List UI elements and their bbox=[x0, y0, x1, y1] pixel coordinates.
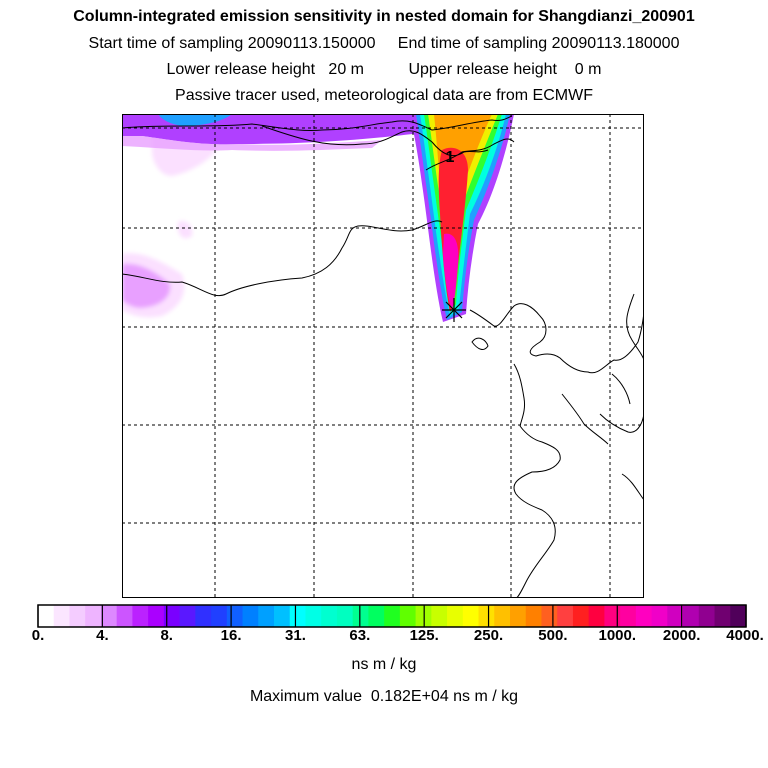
colorbar-swatch bbox=[242, 605, 259, 627]
grid-lines bbox=[122, 114, 644, 598]
colorbar-tick-label: 4000. bbox=[726, 627, 764, 644]
colorbar-swatch bbox=[368, 605, 385, 627]
colorbar-swatch bbox=[588, 605, 605, 627]
start-time-value: 20090113.150000 bbox=[247, 35, 376, 52]
colorbar-swatch bbox=[195, 605, 212, 627]
colorbar-tick-label: 250. bbox=[473, 627, 504, 644]
colorbar-swatch bbox=[572, 605, 590, 627]
sensitivity-low-patches bbox=[122, 134, 218, 318]
colorbar-tick-label: 8. bbox=[160, 627, 173, 644]
end-time-value: 20090113.180000 bbox=[551, 35, 680, 52]
colorbar-tick-label: 63. bbox=[349, 627, 371, 644]
colorbar-swatch bbox=[38, 605, 55, 627]
sensitivity-plume bbox=[410, 114, 514, 322]
colorbar-swatch bbox=[336, 605, 354, 627]
colorbar-frame bbox=[37, 604, 747, 628]
colorbar-swatch bbox=[85, 605, 102, 627]
colorbar-swatch bbox=[651, 605, 668, 627]
sensitivity-top-band bbox=[122, 114, 432, 151]
colorbar-swatch bbox=[211, 605, 228, 627]
end-time-label: End time of sampling bbox=[397, 35, 548, 52]
colorbar-swatch bbox=[604, 605, 621, 627]
colorbar-swatch bbox=[431, 605, 448, 627]
colorbar-swatch bbox=[148, 605, 165, 627]
release-heights: Lower release height 20 m Upper release … bbox=[0, 61, 768, 79]
upper-height-value: 0 m bbox=[574, 61, 602, 78]
maximum-value: Maximum value 0.182E+04 ns m / kg bbox=[0, 688, 768, 706]
colorbar-tick-label: 0. bbox=[31, 627, 45, 644]
colorbar-swatch bbox=[100, 605, 118, 627]
colorbar-swatch bbox=[163, 605, 181, 627]
release-site-marker bbox=[442, 298, 466, 322]
colorbar-tick-label: 1000. bbox=[598, 627, 637, 644]
colorbar-swatch bbox=[557, 605, 574, 627]
colorbar-swatch bbox=[384, 605, 401, 627]
sampling-times: Start time of sampling 20090113.150000 E… bbox=[0, 35, 768, 53]
colorbar-swatch bbox=[116, 605, 133, 627]
colorbar-tick-label: 125. bbox=[409, 627, 439, 644]
colorbar-swatch bbox=[258, 605, 275, 627]
colorbar-tick-label: 500. bbox=[538, 627, 568, 644]
colorbar-tick-label: 31. bbox=[285, 627, 306, 644]
max-value: 0.182E+04 ns m / kg bbox=[370, 688, 519, 705]
lower-height-value: 20 m bbox=[328, 61, 364, 78]
colorbar-swatch bbox=[541, 605, 558, 627]
colorbar-swatch bbox=[635, 605, 653, 627]
colorbar-swatch bbox=[226, 605, 244, 627]
colorbar-swatch bbox=[132, 605, 149, 627]
colorbar-swatch bbox=[321, 605, 338, 627]
map-frame bbox=[122, 114, 644, 598]
colorbar-swatch bbox=[289, 605, 307, 627]
plot-title: Column-integrated emission sensitivity i… bbox=[73, 8, 695, 25]
colorbar-tick-label: 2000. bbox=[662, 627, 701, 644]
max-label: Maximum value bbox=[249, 688, 362, 705]
colorbar-swatch bbox=[683, 605, 700, 627]
colorbar-swatch bbox=[352, 605, 369, 627]
colorbar-swatch bbox=[274, 605, 291, 627]
coastlines bbox=[122, 115, 644, 598]
colorbar-swatch bbox=[447, 605, 464, 627]
colorbar-swatch bbox=[305, 605, 322, 627]
start-time-label: Start time of sampling bbox=[88, 35, 244, 52]
colorbar-tick-labels: 0. 4. 8. 16. 31. 63. 125. 250. 500. 1000. 2000. 400… bbox=[0, 627, 768, 649]
colorbar-swatch bbox=[399, 605, 417, 627]
colorbar-swatch bbox=[478, 605, 495, 627]
colorbar-swatch bbox=[698, 605, 716, 627]
colorbar-tick-label: 16. bbox=[220, 627, 242, 644]
colorbar-swatch bbox=[53, 605, 71, 627]
tracer-note: Passive tracer used, meteorological data… bbox=[175, 87, 593, 104]
upper-height-label: Upper release height bbox=[408, 61, 557, 78]
plume-label: 1 bbox=[446, 149, 455, 166]
colorbar-swatch bbox=[714, 605, 731, 627]
colorbar-swatch bbox=[494, 605, 511, 627]
colorbar-swatch bbox=[525, 605, 543, 627]
colorbar-swatch bbox=[730, 605, 747, 627]
colorbar-units: ns m / kg bbox=[351, 656, 417, 673]
colorbar-tick-label: 4. bbox=[96, 627, 109, 644]
colorbar-swatch bbox=[510, 605, 527, 627]
colorbar-swatch bbox=[179, 605, 196, 627]
colorbar-swatch bbox=[620, 605, 637, 627]
colorbar-swatch bbox=[667, 605, 684, 627]
colorbar-swatch bbox=[462, 605, 480, 627]
colorbar-swatch bbox=[69, 605, 86, 627]
colorbar bbox=[37, 604, 747, 628]
lower-height-label: Lower release height bbox=[166, 61, 316, 78]
sensitivity-map: 1 bbox=[122, 114, 644, 598]
